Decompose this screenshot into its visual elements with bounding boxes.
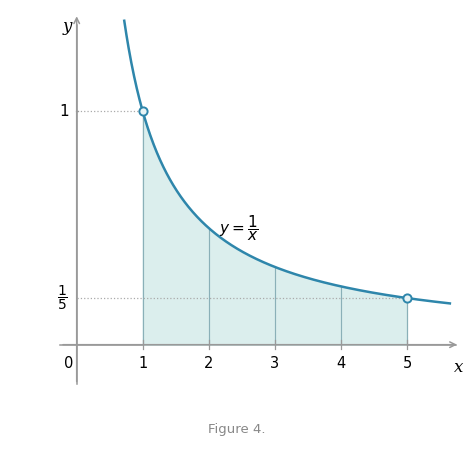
Text: 4: 4	[336, 356, 346, 371]
Text: 2: 2	[204, 356, 213, 371]
Point	[139, 108, 146, 115]
Text: x: x	[454, 359, 463, 376]
Text: $\dfrac{1}{5}$: $\dfrac{1}{5}$	[57, 284, 68, 312]
Text: 1: 1	[59, 104, 69, 119]
Text: 0: 0	[64, 356, 73, 371]
Point	[403, 294, 411, 302]
Text: 1: 1	[138, 356, 147, 371]
Text: 3: 3	[270, 356, 279, 371]
Text: y: y	[63, 18, 72, 35]
Text: Figure 4.: Figure 4.	[208, 423, 266, 436]
Text: 5: 5	[402, 356, 411, 371]
Text: $y = \dfrac{1}{x}$: $y = \dfrac{1}{x}$	[219, 213, 258, 243]
